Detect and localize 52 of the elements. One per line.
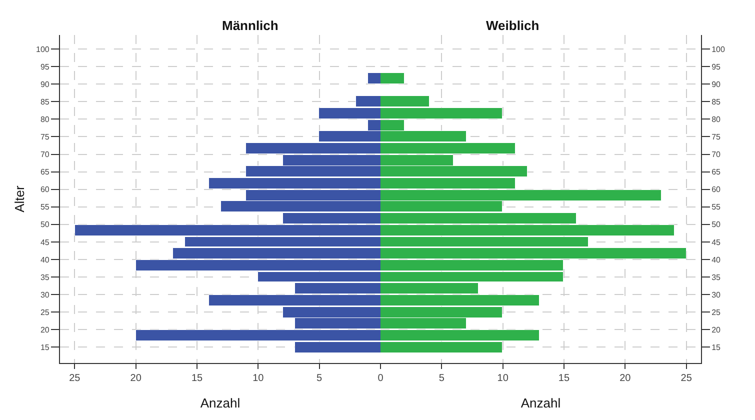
y-tick-label: 35 (40, 272, 50, 282)
y-tick-label: 15 (40, 343, 50, 352)
y-tick-label: 85 (712, 97, 722, 106)
y-tick-label: 95 (40, 62, 50, 72)
y-tick-label: 100 (36, 44, 50, 54)
y-axis-title: Alter (12, 184, 27, 212)
x-axis-title: Anzahl (520, 396, 561, 411)
y-tick-label: 65 (712, 168, 722, 177)
y-tick-label: 90 (712, 80, 722, 89)
y-tick-label: 20 (40, 325, 50, 334)
y-tick-label: 15 (712, 343, 722, 352)
y-tick-label: 80 (40, 114, 50, 124)
y-tick-label: 70 (712, 150, 722, 160)
y-tick-label: 25 (712, 308, 722, 317)
y-tick-label: 75 (712, 132, 722, 142)
x-tick-label: 25 (69, 373, 81, 384)
y-tick-label: 50 (712, 220, 722, 230)
y-tick-label: 55 (40, 202, 50, 212)
chart-title: Weiblich (486, 18, 540, 33)
chart-title: Männlich (222, 18, 278, 33)
y-tick-label: 80 (712, 114, 722, 124)
y-tick-label: 100 (712, 44, 726, 54)
y-tick-label: 70 (40, 150, 50, 160)
y-tick-label: 30 (40, 290, 50, 300)
x-tick-label: 10 (252, 373, 264, 384)
y-tick-label: 20 (712, 325, 722, 334)
y-tick-label: 50 (40, 220, 50, 230)
y-tick-label: 45 (40, 238, 50, 247)
x-axis-title: Anzahl (200, 396, 240, 411)
y-tick-label: 65 (40, 168, 50, 177)
y-tick-label: 95 (712, 62, 722, 72)
x-tick-label: 20 (130, 373, 142, 384)
y-tick-label: 85 (40, 97, 50, 106)
y-tick-label: 35 (712, 272, 722, 282)
x-tick-label: 20 (620, 373, 632, 384)
y-tick-label: 30 (712, 290, 722, 300)
x-tick-label: 15 (191, 373, 204, 384)
y-tick-label: 60 (40, 185, 50, 194)
x-tick-label: 5 (438, 373, 445, 384)
x-tick-label: 0 (378, 373, 384, 384)
x-tick-label: 15 (558, 373, 570, 384)
x-tick-label: 5 (316, 373, 323, 384)
x-tick-label: 10 (497, 373, 509, 384)
x-tick-label: 25 (680, 373, 692, 384)
y-tick-label: 25 (40, 308, 50, 317)
y-tick-label: 45 (712, 238, 722, 247)
y-tick-label: 90 (40, 80, 50, 89)
y-tick-label: 75 (40, 132, 50, 142)
y-tick-label: 40 (40, 255, 50, 264)
y-tick-label: 55 (712, 202, 722, 212)
y-tick-label: 40 (712, 255, 722, 264)
y-tick-label: 60 (712, 185, 722, 194)
